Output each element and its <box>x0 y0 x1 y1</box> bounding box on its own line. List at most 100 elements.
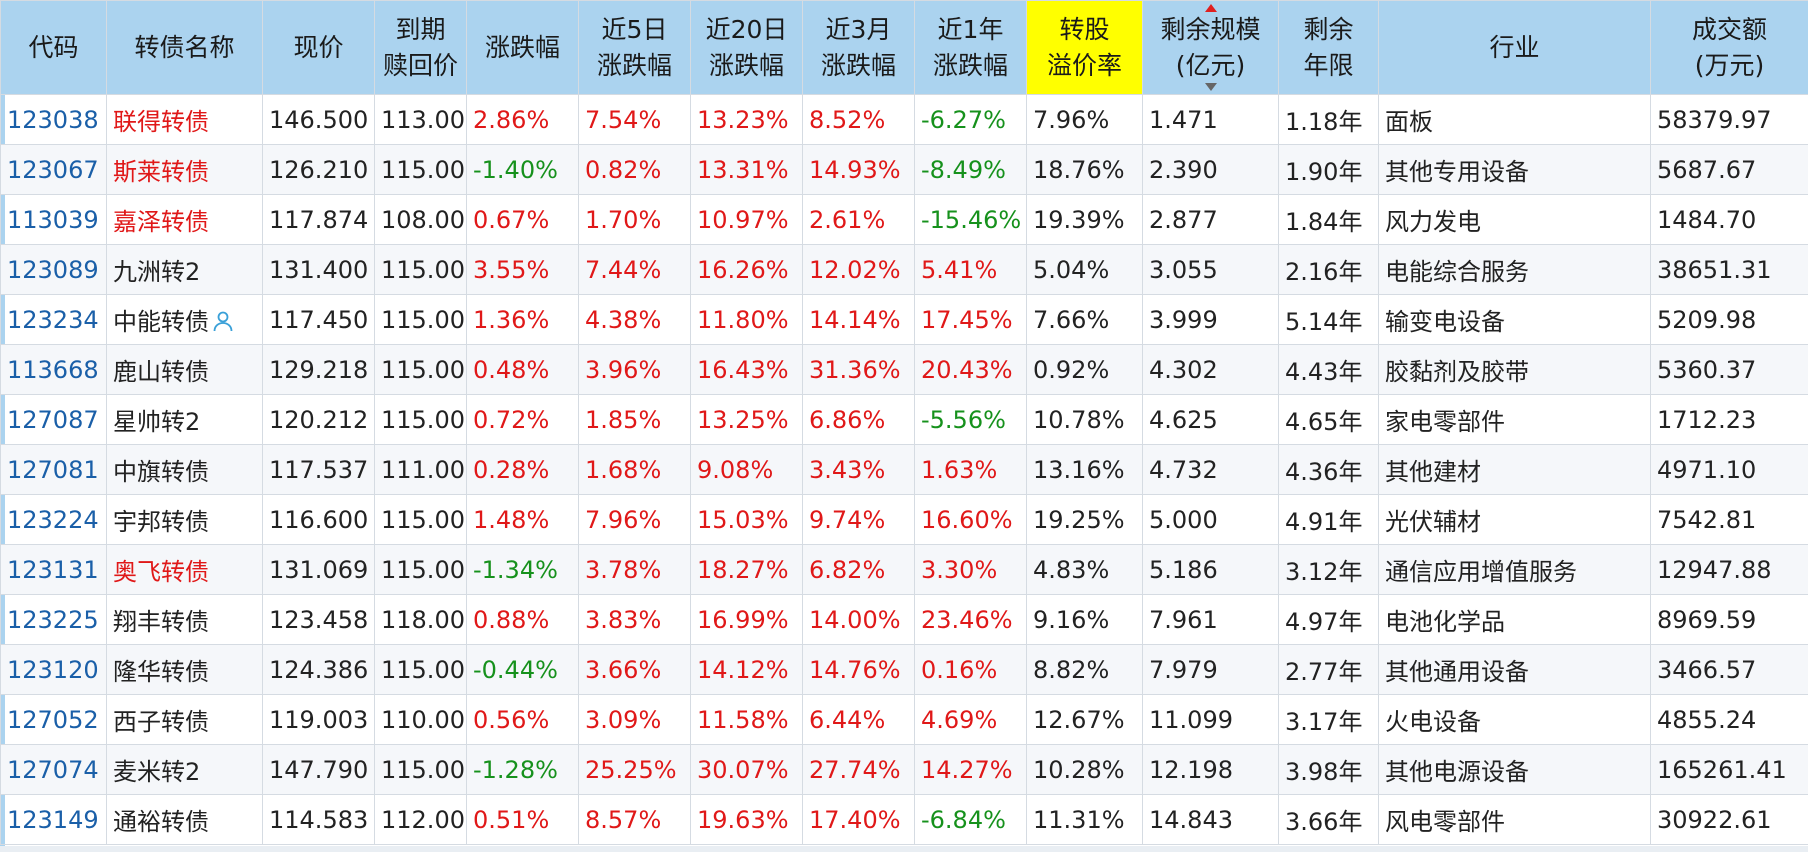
cell-price: 117.537 <box>262 444 375 495</box>
cell-years: 3.98年 <box>1278 744 1379 795</box>
table-row[interactable]: 123120 隆华转债 124.386 115.00 -0.44% 3.66% 14.12%… <box>0 644 1808 695</box>
column-header-code[interactable]: 代码 <box>0 0 107 95</box>
cell-code[interactable]: 127087 <box>0 394 107 445</box>
cell-years: 2.16年 <box>1278 244 1379 295</box>
column-header-chg20d[interactable]: 近20日 涨跌幅 <box>690 0 803 95</box>
cell-name[interactable]: 宇邦转债 <box>106 494 263 545</box>
cell-code[interactable]: 123089 <box>0 244 107 295</box>
table-row[interactable]: 123089 九洲转2 131.400 115.00 3.55% 7.44% 16.26% 1… <box>0 244 1808 295</box>
cell-redeem: 115.00 <box>374 394 467 445</box>
cell-name[interactable]: 星帅转2 <box>106 394 263 445</box>
cell-name[interactable]: 隆华转债 <box>106 644 263 695</box>
table-row[interactable]: 123149 通裕转债 114.583 112.00 0.51% 8.57% 19.63% 1… <box>0 794 1808 845</box>
column-header-scale[interactable]: 剩余规模 (亿元) <box>1142 0 1279 95</box>
table-row[interactable]: 123067 斯莱转债 126.210 115.00 -1.40% 0.82% 13.31%… <box>0 144 1808 195</box>
cell-redeem: 115.00 <box>374 644 467 695</box>
table-row[interactable]: 113039 嘉泽转债 117.874 108.00 0.67% 1.70% 10.97% 2… <box>0 194 1808 245</box>
table-row[interactable]: 123131 奥飞转债 131.069 115.00 -1.34% 3.78% 18.27%… <box>0 544 1808 595</box>
cell-industry: 电能综合服务 <box>1378 244 1651 295</box>
cell-code[interactable]: 123067 <box>0 144 107 195</box>
column-header-chg1y[interactable]: 近1年 涨跌幅 <box>914 0 1027 95</box>
column-header-industry[interactable]: 行业 <box>1378 0 1651 95</box>
cell-code[interactable]: 123120 <box>0 644 107 695</box>
table-row[interactable]: 123234 中能转债 117.450 115.00 1.36% 4.38% 11.80% 1… <box>0 294 1808 345</box>
cell-code[interactable]: 123131 <box>0 544 107 595</box>
table-row[interactable]: 127074 麦米转2 147.790 115.00 -1.28% 25.25% 30.07… <box>0 744 1808 795</box>
cell-code[interactable]: 113039 <box>0 194 107 245</box>
column-header-line1: 成交额 <box>1691 14 1767 44</box>
cell-chg3m: 9.74% <box>802 494 915 545</box>
cell-name[interactable]: 嘉泽转债 <box>106 194 263 245</box>
cell-name[interactable]: 联得转债 <box>106 94 263 145</box>
cell-industry: 电池化学品 <box>1378 594 1651 645</box>
cell-chg5d: 25.25% <box>578 744 691 795</box>
cell-code[interactable]: 127081 <box>0 444 107 495</box>
column-header-line2: 溢价率 <box>1046 50 1122 80</box>
table-row[interactable]: 123038 联得转债 146.500 113.00 2.86% 7.54% 13.23% 8… <box>0 94 1808 145</box>
column-header-years[interactable]: 剩余 年限 <box>1278 0 1379 95</box>
column-header-chg3m[interactable]: 近3月 涨跌幅 <box>802 0 915 95</box>
cell-code[interactable]: 127074 <box>0 744 107 795</box>
horizontal-scrollbar[interactable] <box>0 846 1808 852</box>
cell-name[interactable]: 麦米转2 <box>106 744 263 795</box>
cell-chg3m: 3.43% <box>802 444 915 495</box>
cell-redeem: 118.00 <box>374 594 467 645</box>
cell-chg20d: 13.31% <box>690 144 803 195</box>
cell-redeem: 115.00 <box>374 494 467 545</box>
column-header-premium[interactable]: 转股 溢价率 <box>1026 0 1143 95</box>
cell-name[interactable]: 奥飞转债 <box>106 544 263 595</box>
cell-chg5d: 4.38% <box>578 294 691 345</box>
cell-chg20d: 19.63% <box>690 794 803 845</box>
cell-years: 2.77年 <box>1278 644 1379 695</box>
cell-name[interactable]: 斯莱转债 <box>106 144 263 195</box>
table-row[interactable]: 123224 宇邦转债 116.600 115.00 1.48% 7.96% 15.03% 9… <box>0 494 1808 545</box>
cell-change: 0.72% <box>466 394 579 445</box>
cell-change: 1.36% <box>466 294 579 345</box>
cell-code[interactable]: 123149 <box>0 794 107 845</box>
cell-code[interactable]: 123224 <box>0 494 107 545</box>
cell-name[interactable]: 西子转债 <box>106 694 263 745</box>
cell-code[interactable]: 113668 <box>0 344 107 395</box>
cell-code[interactable]: 123234 <box>0 294 107 345</box>
column-header-redeem[interactable]: 到期 赎回价 <box>374 0 467 95</box>
table-row[interactable]: 113668 鹿山转债 129.218 115.00 0.48% 3.96% 16.43% 3… <box>0 344 1808 395</box>
cell-chg20d: 16.26% <box>690 244 803 295</box>
cell-price: 119.003 <box>262 694 375 745</box>
cell-name[interactable]: 中旗转债 <box>106 444 263 495</box>
cell-code[interactable]: 127052 <box>0 694 107 745</box>
sort-descending-icon[interactable] <box>1204 83 1217 91</box>
cell-name[interactable]: 翔丰转债 <box>106 594 263 645</box>
table-row[interactable]: 127052 西子转债 119.003 110.00 0.56% 3.09% 11.58% 6… <box>0 694 1808 745</box>
column-header-chg5d[interactable]: 近5日 涨跌幅 <box>578 0 691 95</box>
cell-name[interactable]: 通裕转债 <box>106 794 263 845</box>
cell-years: 4.36年 <box>1278 444 1379 495</box>
cell-code[interactable]: 123038 <box>0 94 107 145</box>
column-header-change[interactable]: 涨跌幅 <box>466 0 579 95</box>
cell-turnover: 30922.61 <box>1650 794 1808 845</box>
column-header-price[interactable]: 现价 <box>262 0 375 95</box>
cell-chg1y: 23.46% <box>914 594 1027 645</box>
cell-price: 117.874 <box>262 194 375 245</box>
sort-ascending-icon[interactable] <box>1204 4 1217 12</box>
cell-premium: 9.16% <box>1026 594 1143 645</box>
cell-industry: 家电零部件 <box>1378 394 1651 445</box>
cell-chg5d: 3.66% <box>578 644 691 695</box>
cell-chg1y: -5.56% <box>914 394 1027 445</box>
column-header-name[interactable]: 转债名称 <box>106 0 263 95</box>
column-header-turnover[interactable]: 成交额 (万元) <box>1650 0 1808 95</box>
cell-name[interactable]: 鹿山转债 <box>106 344 263 395</box>
cell-name[interactable]: 中能转债 <box>106 294 263 345</box>
user-outline-icon[interactable] <box>211 309 235 333</box>
table-row[interactable]: 123225 翔丰转债 123.458 118.00 0.88% 3.83% 16.99% 1… <box>0 594 1808 645</box>
cell-years: 5.14年 <box>1278 294 1379 345</box>
cell-years: 1.18年 <box>1278 94 1379 145</box>
cell-industry: 通信应用增值服务 <box>1378 544 1651 595</box>
cell-chg1y: 0.16% <box>914 644 1027 695</box>
cell-code[interactable]: 123225 <box>0 594 107 645</box>
cell-chg5d: 3.96% <box>578 344 691 395</box>
cell-chg5d: 3.78% <box>578 544 691 595</box>
cell-name[interactable]: 九洲转2 <box>106 244 263 295</box>
table-row[interactable]: 127087 星帅转2 120.212 115.00 0.72% 1.85% 13.25% 6… <box>0 394 1808 445</box>
table-row[interactable]: 127081 中旗转债 117.537 111.00 0.28% 1.68% 9.08% 3.… <box>0 444 1808 495</box>
